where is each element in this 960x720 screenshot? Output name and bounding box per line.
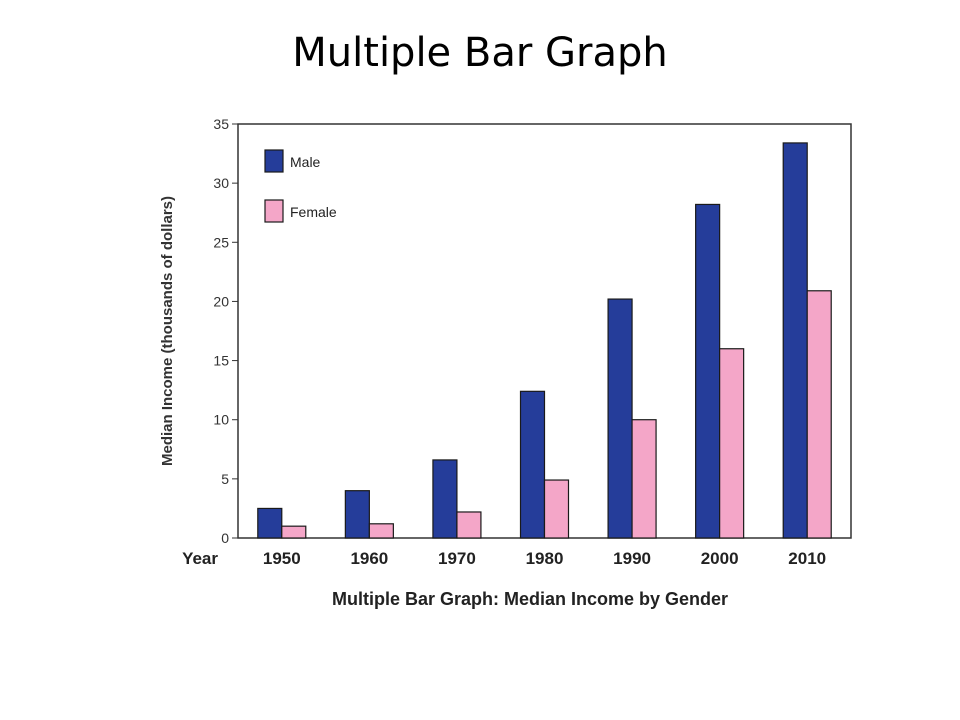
bar-male-2000 <box>695 203 721 539</box>
legend-swatch-male <box>264 149 284 173</box>
bar-male-1950 <box>257 507 283 539</box>
y-axis-label: Median Income (thousands of dollars) <box>159 196 176 466</box>
bar-female-2000 <box>719 348 745 539</box>
y-tick-label: 0 <box>221 530 229 546</box>
y-tick-label: 35 <box>213 116 229 132</box>
legend-label-male: Male <box>290 154 321 170</box>
y-tick-label: 20 <box>213 293 229 309</box>
bar-female-1990 <box>631 419 657 539</box>
y-tick-label: 25 <box>213 234 229 250</box>
bar-male-1990 <box>607 298 633 539</box>
slide-title: Multiple Bar Graph <box>292 30 668 76</box>
x-tick-label: 1970 <box>438 549 476 568</box>
x-tick-label: 1950 <box>263 549 301 568</box>
chart-caption: Multiple Bar Graph: Median Income by Gen… <box>332 589 728 609</box>
x-tick-label: 1960 <box>350 549 388 568</box>
bar-female-1970 <box>456 511 482 539</box>
x-axis-label: Year <box>182 549 218 568</box>
x-axis-ticks: 1950 1960 1970 1980 1990 2000 2010 <box>263 549 826 568</box>
x-tick-label: 2000 <box>701 549 739 568</box>
legend-label-female: Female <box>290 204 337 220</box>
y-tick-label: 15 <box>213 353 229 369</box>
bar-female-1980 <box>543 479 570 539</box>
legend-swatch-female <box>264 199 284 223</box>
bar-male-2010 <box>782 142 808 539</box>
bar-male-1970 <box>432 459 458 539</box>
x-tick-label: 2010 <box>788 549 826 568</box>
bar-female-1950 <box>281 525 307 539</box>
bar-male-1980 <box>519 390 546 539</box>
y-axis-ticks: 0 5 10 15 20 25 30 35 <box>213 116 238 546</box>
y-tick-label: 5 <box>221 471 229 487</box>
bar-male-1960 <box>344 490 370 539</box>
legend: Male Female <box>264 149 337 223</box>
bar-female-1960 <box>368 523 394 539</box>
x-tick-label: 1990 <box>613 549 651 568</box>
bars <box>257 142 832 539</box>
y-tick-label: 10 <box>213 412 229 428</box>
x-tick-label: 1980 <box>526 549 564 568</box>
y-tick-label: 30 <box>213 175 229 191</box>
bar-female-2010 <box>806 290 832 539</box>
